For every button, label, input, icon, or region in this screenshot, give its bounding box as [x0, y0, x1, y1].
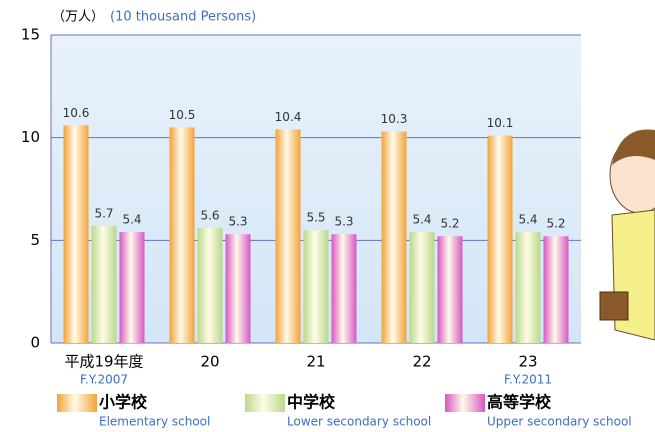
- x-tick-label: 22: [412, 353, 431, 371]
- y-axis-label-en: (10 thousand Persons): [110, 10, 256, 25]
- legend-label: 中学校: [287, 393, 336, 412]
- bar: [410, 232, 435, 343]
- bar: [544, 236, 569, 343]
- legend-label-en: Lower secondary school: [287, 415, 431, 429]
- value-label: 5.2: [440, 217, 459, 231]
- bar: [226, 234, 251, 343]
- bar: [438, 236, 463, 343]
- y-tick-label: 15: [21, 26, 40, 44]
- value-label: 5.4: [518, 213, 537, 227]
- legend-label-en: Upper secondary school: [487, 415, 632, 429]
- value-label: 10.5: [169, 108, 196, 122]
- value-label: 5.6: [200, 209, 219, 223]
- y-tick-label: 0: [30, 334, 40, 352]
- bar: [170, 127, 195, 343]
- illustration: [600, 129, 655, 340]
- bar: [120, 232, 145, 343]
- bar: [276, 129, 301, 343]
- bar: [332, 234, 357, 343]
- chart: （万人） (10 thousand Persons) 0 5 10 15 平成19年度 F…: [0, 0, 655, 432]
- bar: [198, 228, 223, 343]
- bar: [382, 132, 407, 343]
- bar: [488, 136, 513, 343]
- x-tick-label: 21: [306, 353, 325, 371]
- value-label: 5.4: [122, 213, 141, 227]
- legend-swatch: [445, 394, 485, 412]
- x-tick-label: 23: [518, 353, 537, 371]
- legend-swatch: [245, 394, 285, 412]
- y-tick-label: 10: [21, 128, 40, 146]
- x-tick-note: F.Y.2007: [80, 373, 128, 387]
- value-label: 10.6: [63, 106, 90, 120]
- bar: [304, 230, 329, 343]
- value-label: 10.3: [381, 112, 408, 126]
- value-label: 5.4: [412, 213, 431, 227]
- bar: [516, 232, 541, 343]
- value-label: 10.4: [275, 110, 302, 124]
- y-axis-label: （万人）: [52, 10, 104, 25]
- value-label: 5.2: [546, 217, 565, 231]
- value-label: 10.1: [487, 116, 514, 130]
- value-label: 5.3: [228, 215, 247, 229]
- x-tick-label: 平成19年度: [64, 353, 143, 371]
- value-label: 5.5: [306, 211, 325, 225]
- x-tick-label: 20: [200, 353, 219, 371]
- legend-swatch: [57, 394, 97, 412]
- legend-label-en: Elementary school: [99, 415, 210, 429]
- bar: [64, 125, 89, 343]
- bar: [92, 226, 117, 343]
- legend-label: 小学校: [99, 393, 148, 412]
- legend-label: 高等学校: [487, 393, 552, 412]
- value-label: 5.7: [94, 206, 113, 220]
- x-tick-note: F.Y.2011: [504, 373, 552, 387]
- value-label: 5.3: [334, 215, 353, 229]
- y-tick-label: 5: [30, 231, 40, 249]
